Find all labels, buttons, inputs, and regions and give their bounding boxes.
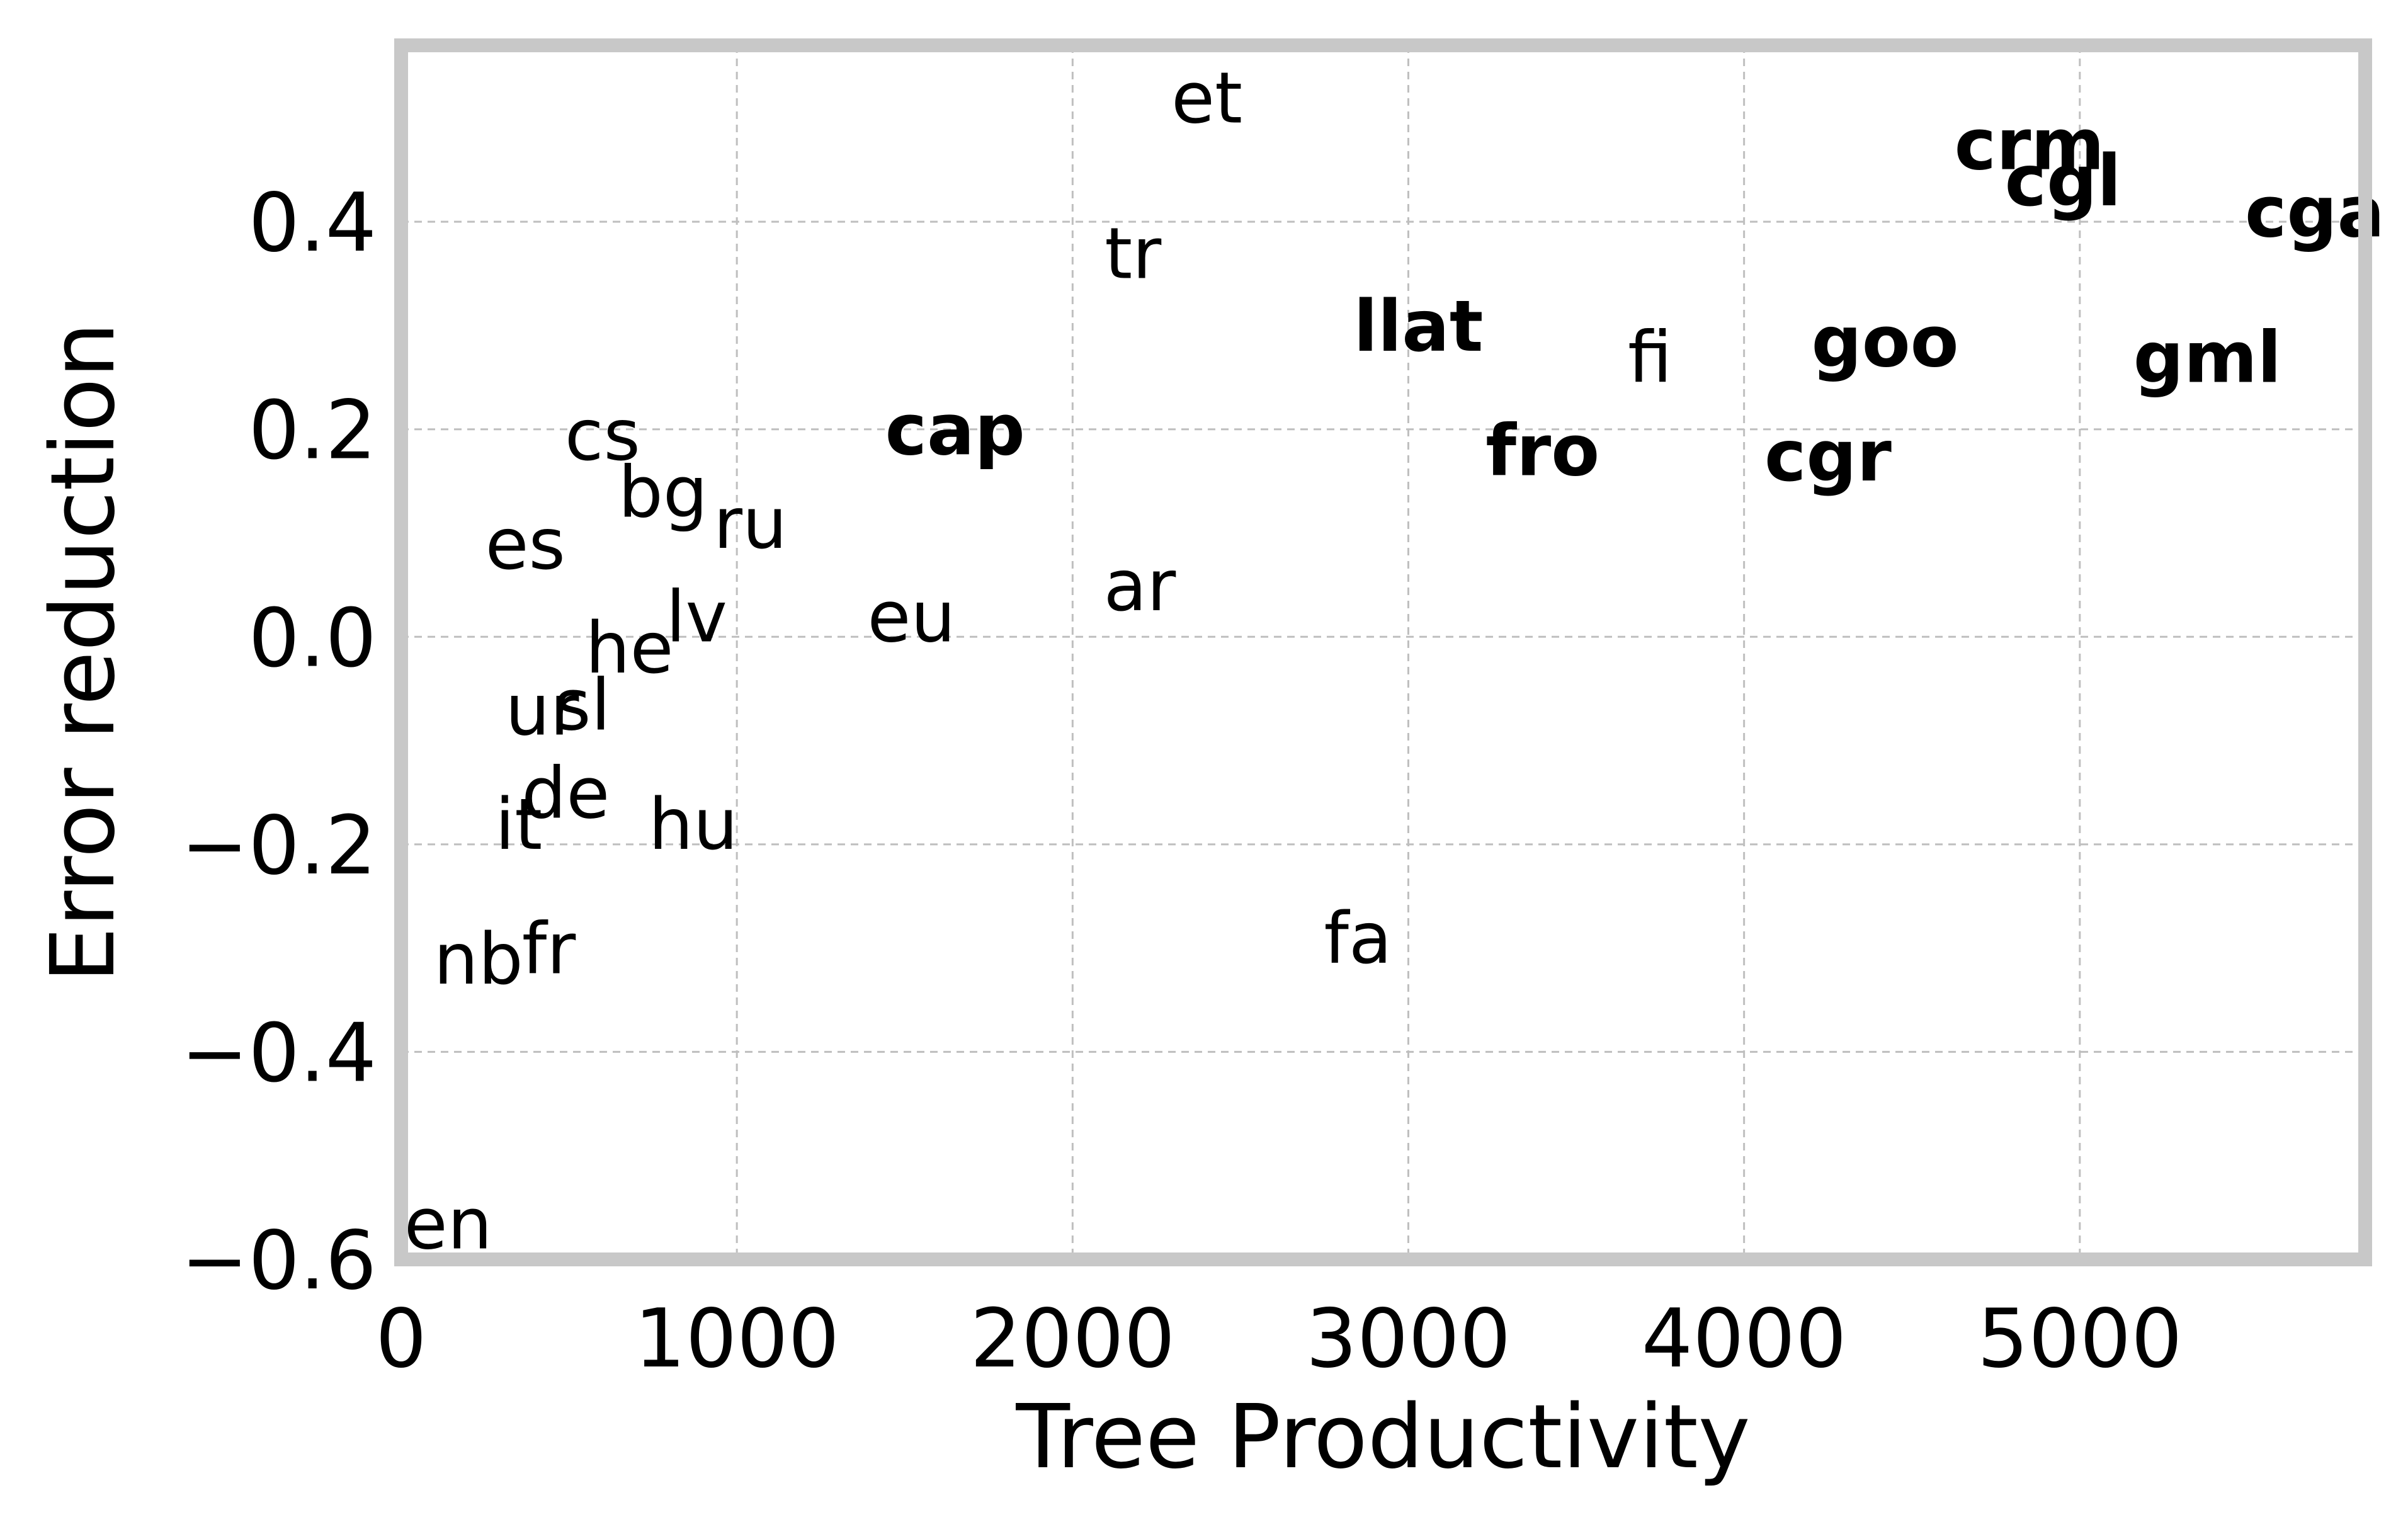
x-axis-label: Tree Productivity bbox=[1015, 1386, 1750, 1489]
x-tick-label: 0 bbox=[375, 1292, 426, 1386]
data-point-label: goo bbox=[1812, 302, 1959, 383]
data-point-label: llat bbox=[1354, 286, 1484, 368]
data-point-label: en bbox=[404, 1183, 492, 1265]
data-point-label: cgl bbox=[2005, 140, 2121, 222]
data-point-label: lv bbox=[666, 576, 727, 658]
data-point-label: et bbox=[1171, 57, 1242, 139]
y-tick-label: 0.0 bbox=[248, 591, 377, 685]
x-tick-label: 1000 bbox=[634, 1292, 839, 1386]
y-tick-label: −0.2 bbox=[181, 799, 377, 893]
data-point-label: it bbox=[495, 784, 542, 866]
data-point-label: he bbox=[586, 608, 674, 690]
data-point-label: fr bbox=[522, 909, 576, 991]
data-point-label: cs bbox=[565, 395, 640, 477]
data-point-label: fi bbox=[1628, 317, 1673, 399]
data-point-label: sl bbox=[554, 664, 610, 746]
data-point-label: fa bbox=[1324, 898, 1392, 980]
y-tick-label: −0.4 bbox=[181, 1006, 377, 1100]
y-tick-label: 0.4 bbox=[248, 176, 377, 270]
x-tick-label: 2000 bbox=[970, 1292, 1175, 1386]
x-tick-label: 5000 bbox=[1977, 1292, 2183, 1386]
data-point-label: es bbox=[486, 504, 565, 586]
x-tick-label: 4000 bbox=[1642, 1292, 1847, 1386]
y-tick-label: 0.2 bbox=[248, 384, 377, 478]
data-point-label: nb bbox=[434, 919, 523, 1001]
data-point-label: eu bbox=[867, 576, 955, 658]
data-point-label: de bbox=[521, 752, 610, 834]
data-point-label: ur bbox=[505, 670, 579, 752]
data-point-label: cgr bbox=[1764, 416, 1892, 497]
data-point-label: bg bbox=[618, 452, 708, 534]
data-point-label: crm bbox=[1955, 105, 2104, 186]
data-point-label: cap bbox=[885, 390, 1025, 472]
y-axis-label: Error reduction bbox=[32, 322, 135, 982]
x-tick-label: 3000 bbox=[1306, 1292, 1511, 1386]
data-point-label: gml bbox=[2133, 317, 2281, 399]
data-point-label: fro bbox=[1485, 411, 1599, 492]
plot-frame bbox=[394, 38, 2372, 1266]
data-point-label: hu bbox=[649, 784, 738, 866]
y-tick-label: −0.6 bbox=[181, 1214, 377, 1308]
data-point-label: ru bbox=[713, 483, 787, 565]
data-point-label: ar bbox=[1104, 545, 1177, 627]
tick-labels: 0 1000 2000 3000 4000 5000 −0.6 −0.4 −0.2 0.0 0.2 0… bbox=[181, 176, 2182, 1386]
data-point-label: tr bbox=[1105, 213, 1162, 295]
grid-lines bbox=[401, 45, 2365, 1259]
